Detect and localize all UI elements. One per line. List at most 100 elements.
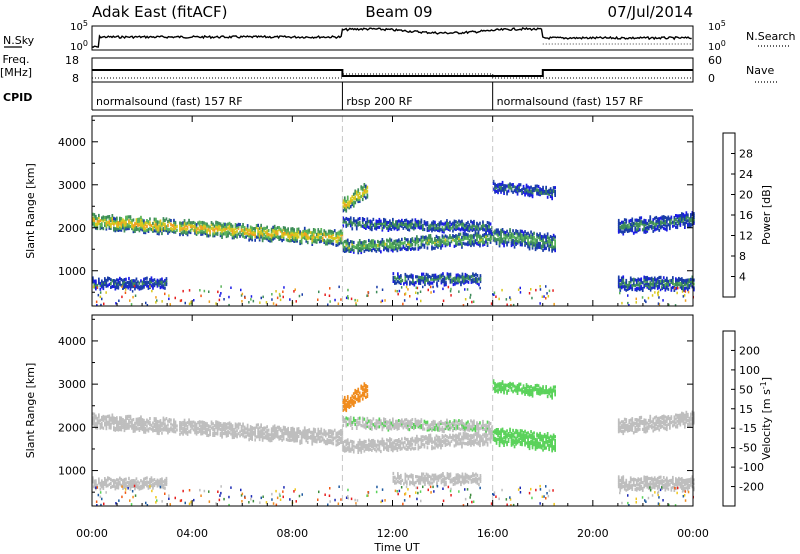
power-cell	[482, 222, 484, 226]
power-cell	[303, 226, 306, 230]
power-cell	[422, 276, 425, 280]
velocity-cell	[498, 432, 501, 436]
power-cell	[105, 284, 108, 288]
power-cell	[647, 277, 650, 281]
power-cell	[392, 225, 394, 229]
power-cell	[548, 244, 550, 248]
velocity-cell	[129, 416, 132, 420]
velocity-cell	[447, 425, 450, 429]
velocity-cell	[500, 430, 502, 434]
power-cell	[637, 287, 640, 291]
velocity-cell	[479, 441, 481, 446]
velocity-cell	[231, 430, 234, 434]
velocity-cell	[495, 439, 498, 443]
velocity-cell	[503, 439, 505, 444]
power-cell	[361, 224, 364, 228]
power-cell	[464, 236, 466, 240]
power-cell	[129, 283, 132, 287]
power-cell	[387, 245, 390, 249]
velocity-cell	[419, 420, 421, 424]
power-cell	[622, 232, 625, 236]
power-cell	[653, 276, 656, 280]
velocity-cell	[92, 412, 94, 416]
power-cell	[684, 290, 687, 293]
power-cell	[128, 225, 130, 229]
velocity-cell	[186, 426, 189, 431]
power-cell	[182, 289, 184, 293]
velocity-cell	[156, 421, 159, 425]
power-cell	[666, 280, 668, 284]
power-cell	[497, 183, 499, 187]
power-cell	[173, 224, 175, 228]
power-cell	[554, 247, 556, 251]
power-cell	[169, 303, 171, 306]
power-cell	[427, 288, 429, 292]
power-cell	[381, 239, 384, 244]
velocity-cell	[440, 438, 442, 442]
velocity-cell	[432, 427, 435, 431]
power-cell	[419, 238, 421, 242]
velocity-cell	[155, 419, 157, 423]
velocity-cell	[351, 445, 354, 450]
power-cell	[149, 281, 151, 286]
power-cell	[114, 281, 117, 285]
power-cell	[122, 224, 124, 228]
power-cell	[472, 274, 474, 278]
power-cell	[650, 286, 653, 290]
velocity-cell	[147, 427, 150, 431]
velocity-cell	[489, 440, 492, 444]
velocity-cell	[302, 429, 304, 433]
power-cell	[512, 183, 514, 187]
power-cell	[249, 231, 252, 235]
velocity-cell	[267, 438, 270, 442]
power-cell	[679, 283, 682, 287]
velocity-cell	[113, 416, 115, 420]
power-cell	[249, 227, 252, 231]
power-cell	[278, 226, 280, 230]
power-cell	[525, 236, 528, 240]
velocity-cell	[498, 430, 501, 434]
power-cell	[288, 235, 291, 239]
power-cell	[349, 247, 352, 251]
power-cell	[156, 220, 159, 224]
velocity-cell	[369, 442, 372, 446]
velocity-cell	[432, 419, 435, 423]
velocity-cell	[227, 433, 229, 437]
power-cell	[374, 244, 376, 248]
power-cell	[513, 241, 516, 245]
power-cell	[189, 228, 192, 233]
velocity-cell	[371, 427, 373, 431]
velocity-cell	[255, 425, 258, 429]
velocity-cell	[378, 444, 381, 448]
velocity-cell	[464, 427, 466, 431]
velocity-cell	[408, 440, 411, 444]
velocity-cell	[327, 429, 330, 433]
power-cell	[465, 232, 468, 236]
velocity-cell	[168, 427, 171, 431]
power-cell	[143, 230, 145, 235]
power-cell	[119, 218, 121, 222]
power-cell	[188, 218, 190, 222]
power-cell	[641, 222, 644, 226]
velocity-cell	[252, 430, 255, 434]
power-cell	[655, 278, 658, 282]
velocity-cell	[306, 434, 309, 439]
power-cell	[434, 228, 436, 232]
power-cell	[640, 281, 643, 285]
power-cell	[421, 278, 423, 282]
power-cell	[408, 220, 411, 224]
power-cell	[437, 243, 439, 247]
power-cell	[308, 230, 311, 234]
velocity-cell	[95, 424, 97, 428]
power-cell	[143, 223, 145, 227]
power-cell	[443, 277, 446, 281]
velocity-cell	[461, 421, 463, 425]
velocity-cell	[300, 437, 303, 441]
power-cell	[123, 225, 126, 229]
velocity-cell	[452, 433, 454, 437]
velocity-cell	[191, 422, 193, 426]
power-cell	[539, 191, 541, 195]
power-cell	[366, 225, 369, 229]
power-cell	[366, 193, 369, 197]
power-cell	[345, 296, 348, 300]
